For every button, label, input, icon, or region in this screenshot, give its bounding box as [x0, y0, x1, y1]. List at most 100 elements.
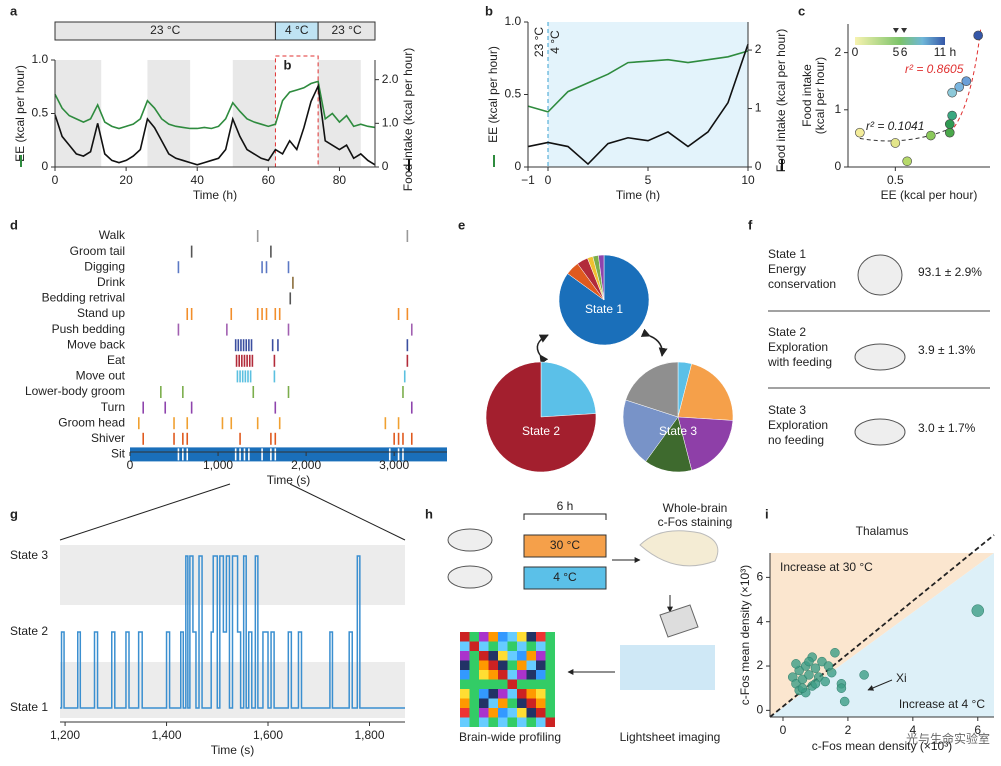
- data-point: [839, 696, 850, 707]
- y-tick-label: 2: [835, 45, 842, 59]
- condition-box: [523, 566, 607, 590]
- data-point: [859, 670, 869, 680]
- data-point: [810, 679, 821, 689]
- heatmap-cell: [536, 632, 546, 642]
- data-point: [954, 82, 965, 92]
- heatmap-cell: [460, 632, 470, 642]
- data-point: [810, 663, 821, 673]
- pie-label: State 1: [585, 302, 623, 316]
- temperature-label: 23 °C: [331, 23, 361, 37]
- y-tick-label: 0: [515, 159, 522, 173]
- heatmap-cell: [488, 641, 498, 651]
- y-tick-label: 2: [757, 658, 764, 672]
- colorbar-marker: [892, 28, 899, 33]
- y-axis-label: EE (kcal per hour): [486, 46, 500, 143]
- annotation: Xi: [896, 671, 907, 685]
- data-point: [947, 110, 957, 121]
- data-point: [797, 683, 808, 693]
- data-line: [54, 83, 376, 166]
- heatmap-cell: [469, 679, 479, 689]
- annotation: Increase at 30 °C: [780, 560, 873, 574]
- x-axis-label: Time (s): [267, 473, 311, 487]
- data-point: [961, 76, 972, 86]
- y-tick-label: 2: [755, 42, 762, 56]
- x-tick-label: 5: [645, 173, 652, 187]
- heatmap-cell: [526, 632, 536, 642]
- heatmap-cell: [469, 670, 479, 680]
- objective: [659, 604, 699, 638]
- annotation: 23 °C: [532, 27, 546, 57]
- heatmap-cell: [460, 689, 470, 699]
- heatmap-cell: [536, 651, 546, 661]
- heatmap-cell: [526, 689, 536, 699]
- heatmap-cell: [545, 660, 555, 670]
- data-point: [823, 661, 834, 671]
- heatmap-cell: [507, 660, 517, 670]
- y-tick-label: 1.0: [382, 115, 399, 129]
- heatmap-cell: [498, 660, 508, 670]
- x-tick-label: 2: [845, 723, 852, 737]
- state-description: conservation: [768, 277, 836, 291]
- heatmap-cell: [545, 679, 555, 689]
- zoom-line: [59, 483, 231, 541]
- heatmap-cell: [517, 698, 527, 708]
- x-axis-label: c-Fos mean density (×10³): [812, 739, 952, 753]
- x-tick-label: 0: [52, 173, 59, 187]
- data-point: [836, 683, 847, 693]
- y-tick-label: 0: [835, 159, 842, 173]
- heatmap-cell: [460, 641, 470, 651]
- heatmap-cell: [545, 651, 555, 661]
- data-point: [804, 656, 814, 667]
- heatmap-cell: [460, 708, 470, 718]
- heatmap-cell: [545, 698, 555, 708]
- x-axis-label: EE (kcal per hour): [881, 188, 978, 202]
- heatmap-cell: [469, 651, 479, 661]
- heatmap-cell: [536, 698, 546, 708]
- state-description: Exploration: [768, 340, 828, 354]
- state-trace: [60, 555, 405, 709]
- state-fraction: 3.0 ± 1.7%: [918, 421, 976, 435]
- y-tick-label: 1: [755, 101, 762, 115]
- heatmap-cell: [460, 698, 470, 708]
- y-tick-label: State 1: [10, 700, 48, 714]
- colorbar-label: 6: [901, 45, 908, 59]
- heatmap-cell: [517, 632, 527, 642]
- temperature-label: 4 °C: [285, 23, 309, 37]
- step-label: Lightsheet imaging: [620, 730, 721, 744]
- heatmap-cell: [545, 717, 555, 727]
- heatmap: [460, 632, 555, 727]
- heatmap-cell: [460, 660, 470, 670]
- x-tick-label: 20: [119, 173, 133, 187]
- x-tick-label: 1,400: [152, 728, 182, 742]
- heatmap-cell: [498, 651, 508, 661]
- y-tick-label: 0.5: [32, 106, 49, 120]
- heatmap-cell: [545, 632, 555, 642]
- colorbar-label: 0: [852, 45, 859, 59]
- row-label: Drink: [97, 275, 126, 289]
- panel-label: f: [748, 217, 753, 232]
- y-axis-label: c-Fos mean density (×10³): [738, 565, 752, 705]
- heatmap-cell: [488, 660, 498, 670]
- heatmap-cell: [536, 689, 546, 699]
- heatmap-cell: [507, 679, 517, 689]
- row-label: Lower-body groom: [25, 384, 125, 398]
- heatmap-cell: [488, 651, 498, 661]
- heatmap-cell: [526, 698, 536, 708]
- night-band: [55, 60, 102, 167]
- heatmap-cell: [479, 651, 489, 661]
- heatmap-cell: [469, 708, 479, 718]
- heatmap-cell: [498, 717, 508, 727]
- panel-label: c: [798, 3, 805, 18]
- y-tick-label: State 3: [10, 548, 48, 562]
- y-tick-label: 6: [757, 570, 764, 584]
- heatmap-cell: [460, 679, 470, 689]
- heatmap-cell: [469, 717, 479, 727]
- heatmap-cell: [479, 679, 489, 689]
- heatmap-cell: [536, 679, 546, 689]
- heatmap-cell: [517, 717, 527, 727]
- x-tick-label: 1,600: [253, 728, 283, 742]
- heatmap-cell: [498, 670, 508, 680]
- y-tick-label: 1.0: [32, 52, 49, 66]
- heatmap-cell: [526, 708, 536, 718]
- step-label: Brain-wide profiling: [459, 730, 561, 744]
